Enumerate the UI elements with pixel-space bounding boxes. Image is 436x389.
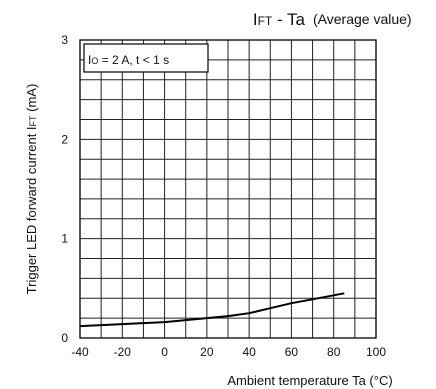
chart-subtitle: (Average value) [313, 11, 412, 27]
y-tick-labels: 0 1 2 3 [61, 33, 68, 345]
x-axis-title: Ambient temperature Ta (°C) [227, 373, 392, 388]
condition-box [83, 43, 209, 73]
x-tick-label: 20 [200, 345, 214, 359]
chart-title: IFT - Ta [253, 10, 306, 29]
grid [79, 39, 377, 339]
x-tick-label: 40 [242, 345, 256, 359]
x-tick-labels: -40 -20 0 20 40 60 80 100 [71, 345, 386, 359]
y-tick-label: 2 [61, 132, 68, 146]
x-tick-label: 60 [285, 345, 299, 359]
plot-frame [79, 39, 377, 339]
y-tick-label: 0 [61, 331, 68, 345]
x-tick-label: -40 [71, 345, 89, 359]
y-tick-label: 1 [61, 232, 68, 246]
x-tick-label: -20 [114, 345, 132, 359]
x-tick-label: 100 [366, 345, 386, 359]
y-tick-label: 3 [61, 33, 68, 47]
x-tick-label: 0 [161, 345, 168, 359]
y-axis-title: Trigger LED forward current IFT (mA) [24, 84, 39, 295]
condition-annotation: IO = 2 A, t < 1 s [83, 43, 209, 73]
x-tick-label: 80 [327, 345, 341, 359]
condition-text: IO = 2 A, t < 1 s [88, 53, 169, 67]
series-line [79, 292, 345, 328]
